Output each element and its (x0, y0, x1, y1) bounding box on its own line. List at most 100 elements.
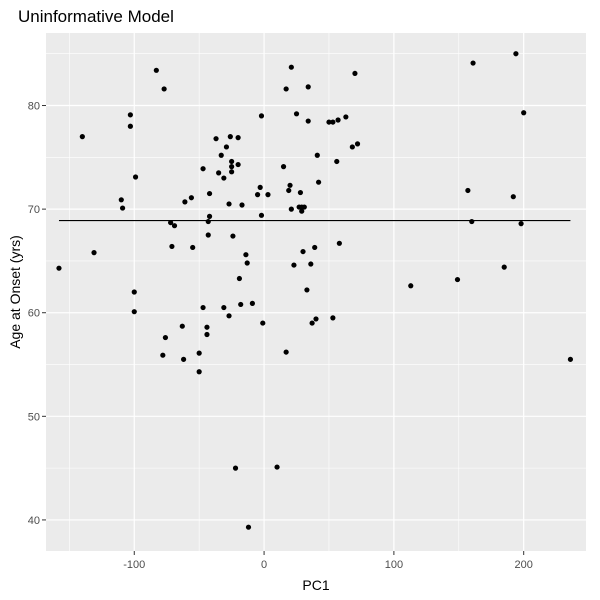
data-point (334, 158, 340, 165)
data-point (326, 119, 332, 125)
data-point (204, 331, 210, 338)
data-point (205, 232, 211, 238)
data-point (206, 213, 213, 219)
data-point (297, 189, 304, 196)
data-point (349, 144, 355, 150)
data-point (408, 283, 414, 289)
data-point (299, 208, 305, 214)
data-point (230, 233, 236, 239)
data-point (162, 334, 169, 341)
data-point (513, 51, 519, 57)
data-point (258, 113, 265, 119)
y-tick-label: 60 (28, 308, 40, 320)
data-point (206, 190, 213, 197)
plot-panel (46, 33, 586, 551)
data-point (470, 60, 476, 66)
data-point (216, 170, 222, 176)
data-point (469, 218, 475, 225)
data-point (205, 218, 211, 225)
data-point (168, 219, 174, 226)
data-point (283, 349, 289, 355)
data-points (56, 51, 574, 530)
x-tick-label: 100 (385, 559, 403, 571)
data-point (243, 252, 249, 258)
chart-title: Uninformative Model (18, 7, 174, 26)
data-point (179, 323, 185, 329)
y-axis: 40 50 60 70 80 (28, 101, 46, 527)
data-point (188, 195, 194, 201)
data-point (293, 111, 300, 117)
data-point (352, 70, 358, 77)
data-point (221, 304, 227, 311)
data-point (218, 152, 224, 158)
data-point (304, 287, 310, 293)
x-tick-label: 0 (261, 559, 267, 571)
x-axis: -100 0 100 200 (123, 551, 533, 571)
data-point (291, 262, 297, 268)
data-point (190, 244, 196, 251)
data-point (521, 110, 527, 116)
data-point (226, 201, 232, 207)
data-point (343, 114, 349, 120)
data-point (169, 243, 175, 250)
y-tick-label: 40 (28, 515, 40, 527)
data-point (300, 248, 306, 255)
data-point (501, 264, 507, 270)
data-point (223, 144, 230, 150)
data-point (288, 206, 294, 212)
data-point (312, 244, 318, 251)
data-point (213, 136, 219, 142)
data-point (238, 301, 244, 308)
data-point (236, 275, 243, 282)
data-point (229, 164, 235, 170)
data-point (119, 205, 126, 211)
data-point (280, 164, 287, 170)
data-point (330, 119, 336, 125)
data-point (161, 86, 167, 92)
data-point (249, 300, 255, 306)
data-point (180, 356, 187, 362)
data-point (305, 84, 311, 90)
data-point (153, 67, 159, 73)
data-point (308, 261, 314, 267)
data-point (305, 118, 311, 124)
data-point (254, 192, 261, 198)
data-point (79, 134, 85, 140)
data-point (232, 465, 239, 471)
data-point (118, 197, 124, 203)
data-point (196, 350, 202, 356)
data-point (454, 276, 461, 283)
data-point (330, 315, 336, 321)
y-tick-label: 70 (28, 204, 40, 216)
data-point (229, 169, 235, 175)
data-point (200, 166, 206, 172)
data-point (567, 356, 574, 362)
data-point (239, 202, 245, 208)
y-tick-label: 80 (28, 101, 40, 113)
data-point (171, 223, 178, 229)
data-point (287, 182, 293, 188)
data-point (314, 152, 320, 158)
data-point (283, 86, 289, 92)
data-point (354, 141, 361, 147)
data-point (131, 309, 137, 315)
data-point (258, 212, 265, 218)
x-tick-label: -100 (123, 559, 145, 571)
data-point (336, 240, 342, 246)
data-point (518, 221, 524, 227)
y-axis-title: Age at Onset (yrs) (7, 235, 23, 349)
data-point (235, 161, 241, 168)
data-point (315, 179, 322, 185)
data-point (288, 64, 294, 70)
data-point (127, 112, 133, 118)
data-point (91, 250, 97, 256)
data-point (132, 174, 139, 180)
data-point (286, 187, 292, 194)
data-point (257, 184, 263, 190)
data-point (226, 313, 232, 319)
grid-major (46, 33, 586, 551)
x-tick-label: 200 (515, 559, 533, 571)
data-point (465, 187, 471, 194)
data-point (260, 320, 266, 326)
data-point (313, 316, 319, 322)
